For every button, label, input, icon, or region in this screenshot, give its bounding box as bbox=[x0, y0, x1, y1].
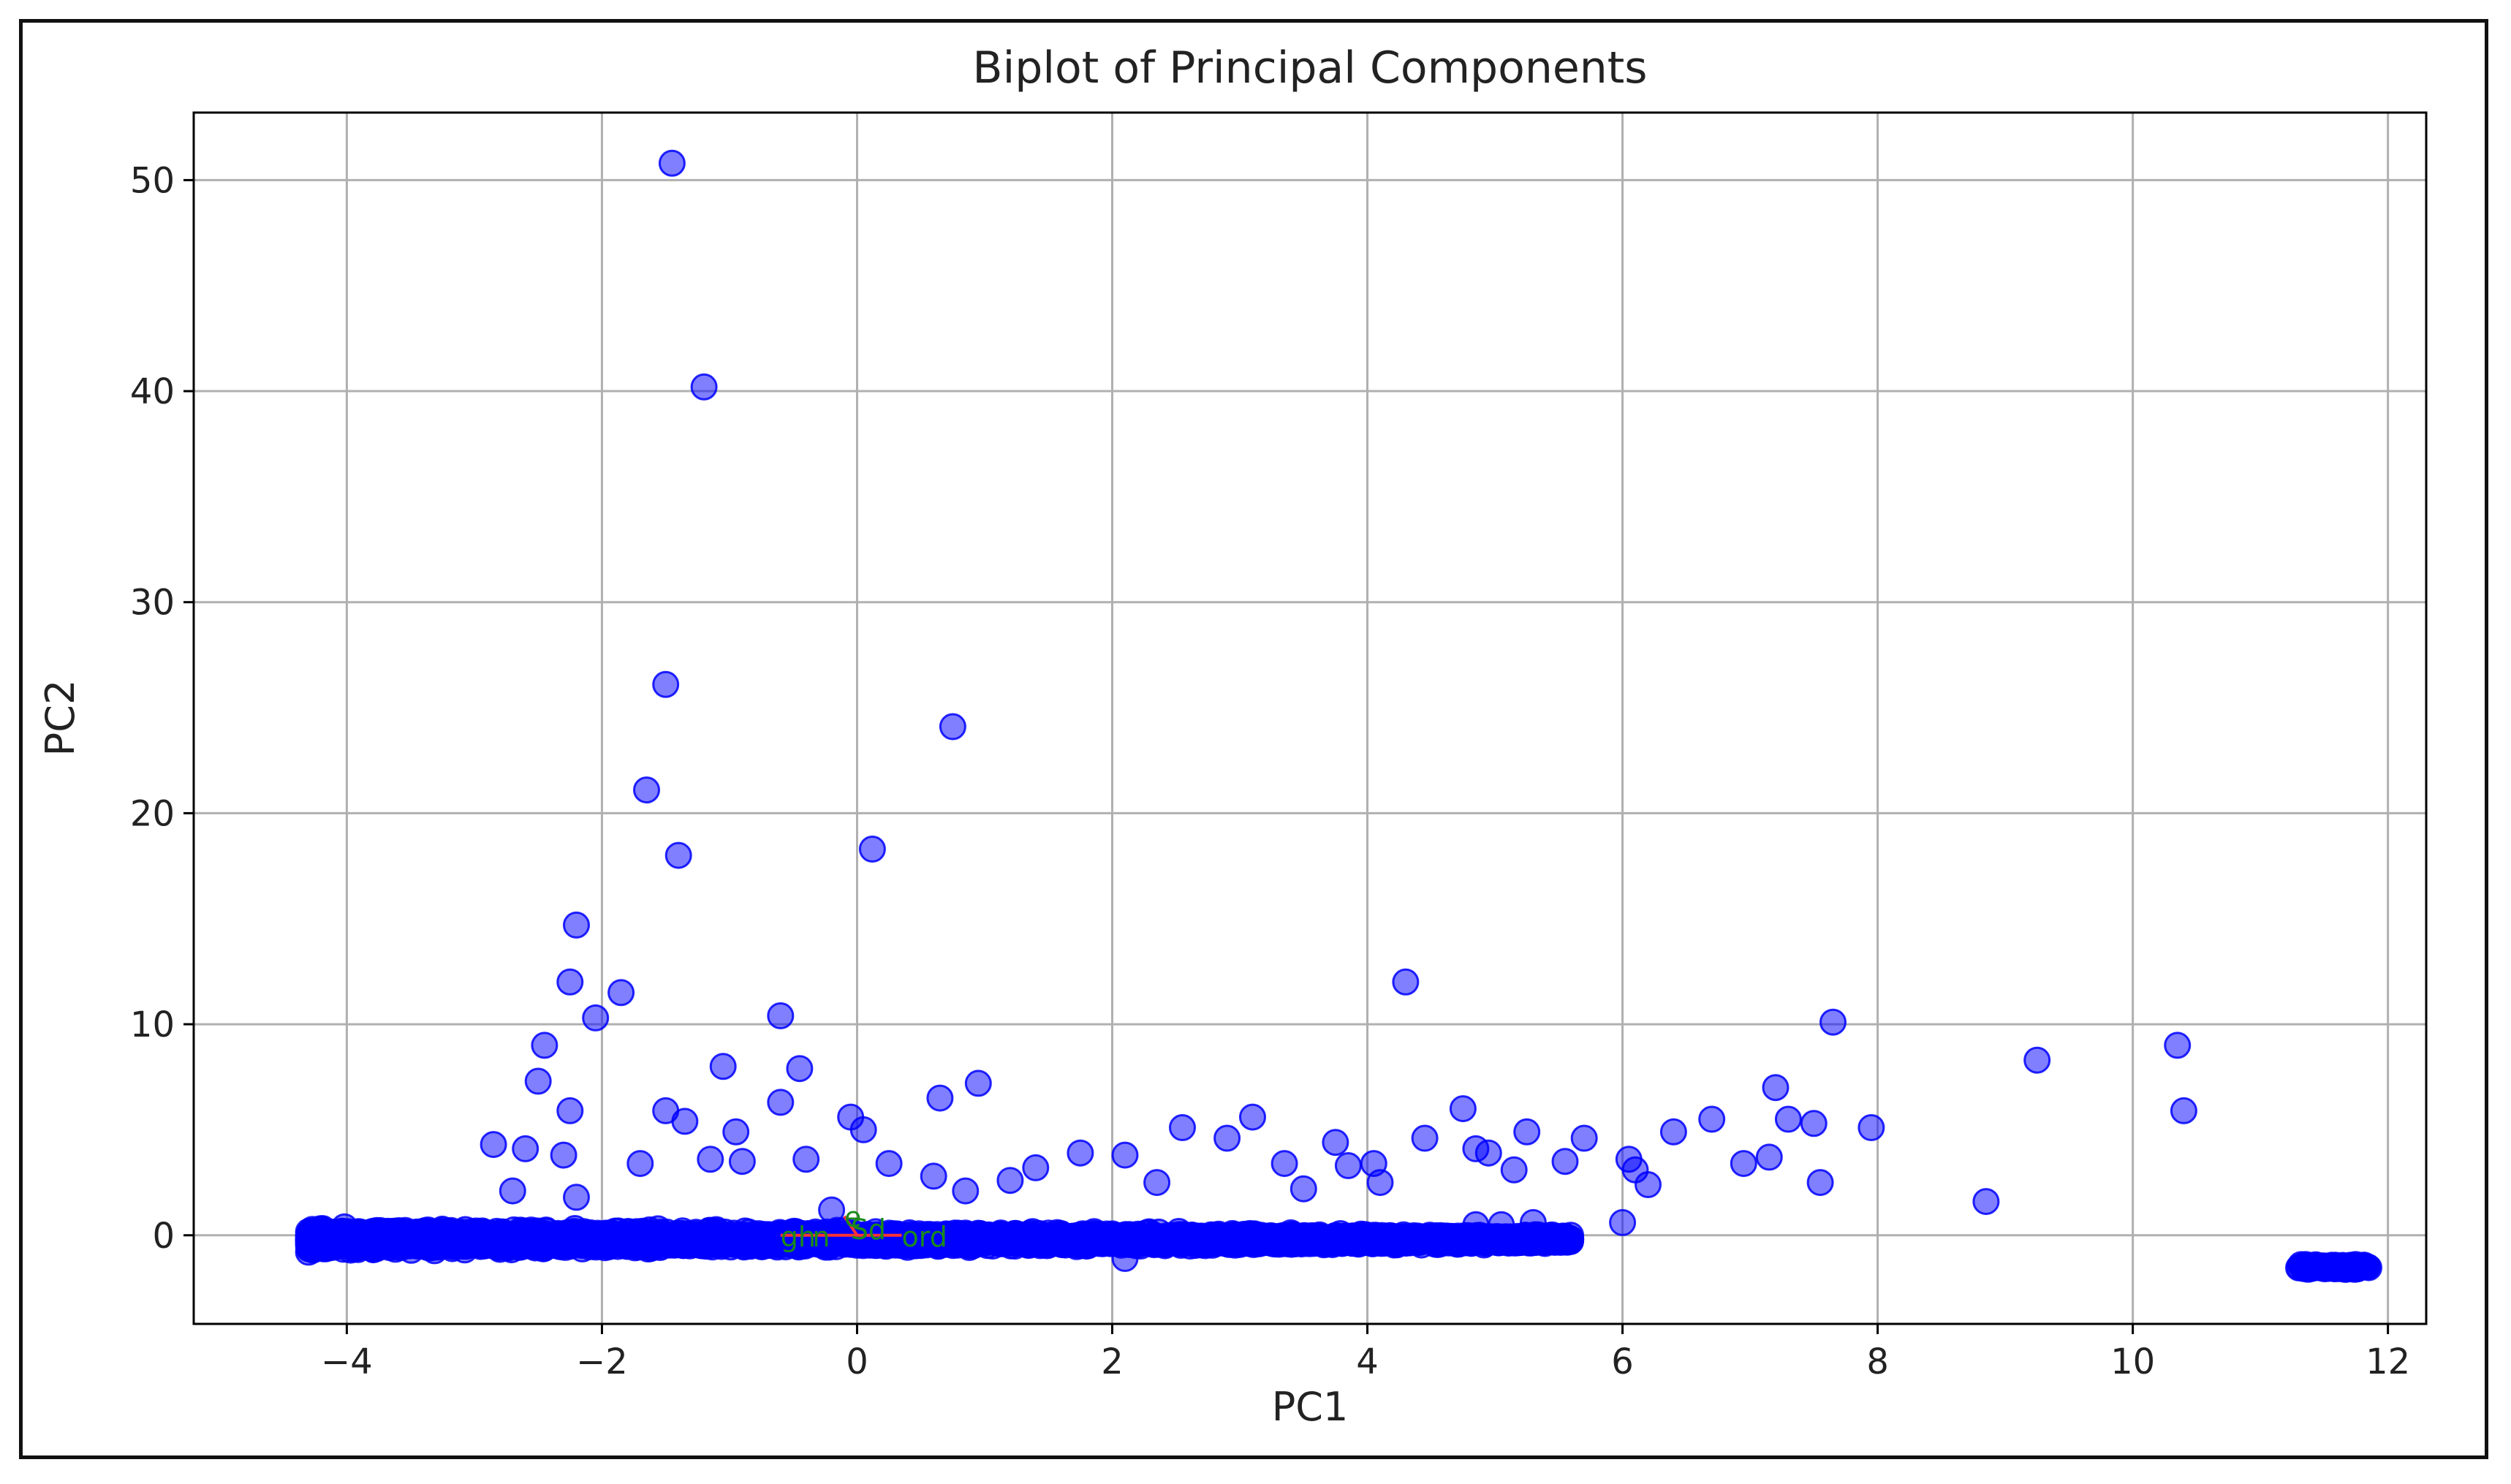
data-point bbox=[1193, 1227, 1221, 1255]
data-point bbox=[464, 1227, 492, 1254]
data-point bbox=[568, 1225, 596, 1253]
data-point bbox=[1251, 1224, 1278, 1252]
figure-background bbox=[23, 23, 2485, 1455]
figure-frame: gh n e Sd ord −4 −2 0 2 4 6 8 10 12 0 10 20 30 40 50 Bipl… bbox=[19, 19, 2488, 1459]
data-point bbox=[1048, 1227, 1075, 1254]
data-point bbox=[432, 1232, 460, 1260]
data-point bbox=[1371, 1227, 1399, 1254]
data-point bbox=[1535, 1228, 1563, 1255]
data-point bbox=[1227, 1225, 1255, 1253]
data-point bbox=[1431, 1224, 1458, 1252]
points-layer bbox=[295, 149, 2382, 1283]
data-point bbox=[964, 1224, 992, 1252]
data-point bbox=[1398, 1225, 1425, 1253]
data-point bbox=[308, 1218, 336, 1246]
